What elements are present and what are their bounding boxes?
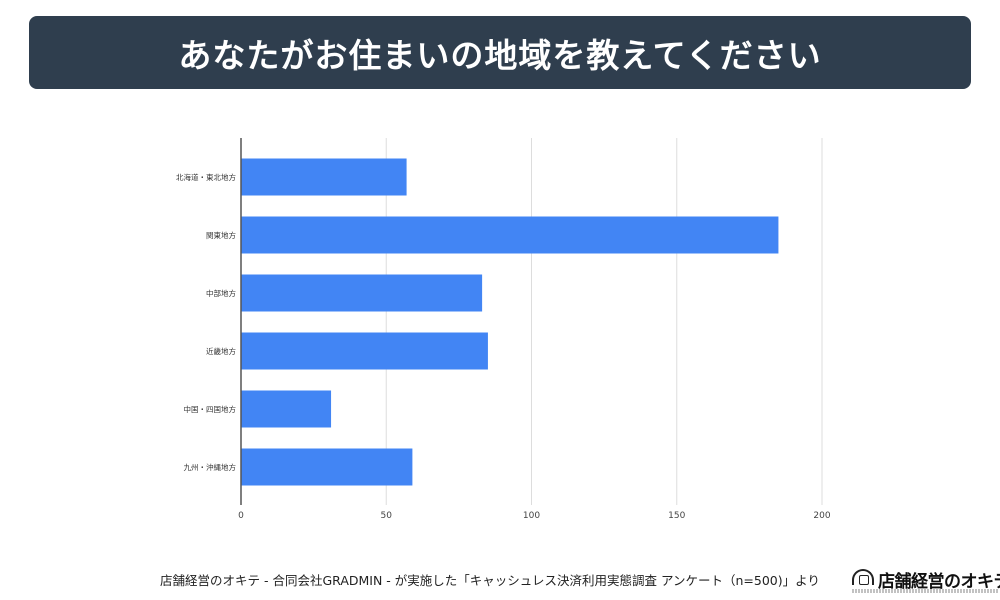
bar xyxy=(241,332,488,370)
shop-icon xyxy=(852,569,874,585)
category-label: 中国・四国地方 xyxy=(184,404,237,414)
x-tick-label: 100 xyxy=(523,511,540,521)
x-tick-label: 200 xyxy=(813,511,830,521)
logo-text: 店舗経営のオキテ xyxy=(878,572,1000,592)
bar xyxy=(241,448,413,486)
bar xyxy=(241,390,332,428)
bar xyxy=(241,216,779,254)
x-tick-label: 50 xyxy=(381,511,393,521)
x-tick-label: 150 xyxy=(668,511,685,521)
title-banner: あなたがお住まいの地域を教えてください xyxy=(29,16,971,89)
brand-logo: 店舗経営のオキテ xyxy=(852,566,1000,598)
bar xyxy=(241,158,407,196)
category-label: 関東地方 xyxy=(206,230,236,240)
category-label: 近畿地方 xyxy=(206,346,236,356)
page-title: あなたがお住まいの地域を教えてください xyxy=(178,35,822,75)
logo-tagline xyxy=(852,589,998,593)
category-label: 中部地方 xyxy=(206,288,236,298)
bar xyxy=(241,274,483,312)
category-label: 北海道・東北地方 xyxy=(176,172,236,182)
source-note: 店舗経営のオキテ - 合同会社GRADMIN - が実施した「キャッシュレス決済… xyxy=(160,573,820,588)
x-tick-label: 0 xyxy=(238,511,244,521)
category-label: 九州・沖縄地方 xyxy=(184,462,237,472)
